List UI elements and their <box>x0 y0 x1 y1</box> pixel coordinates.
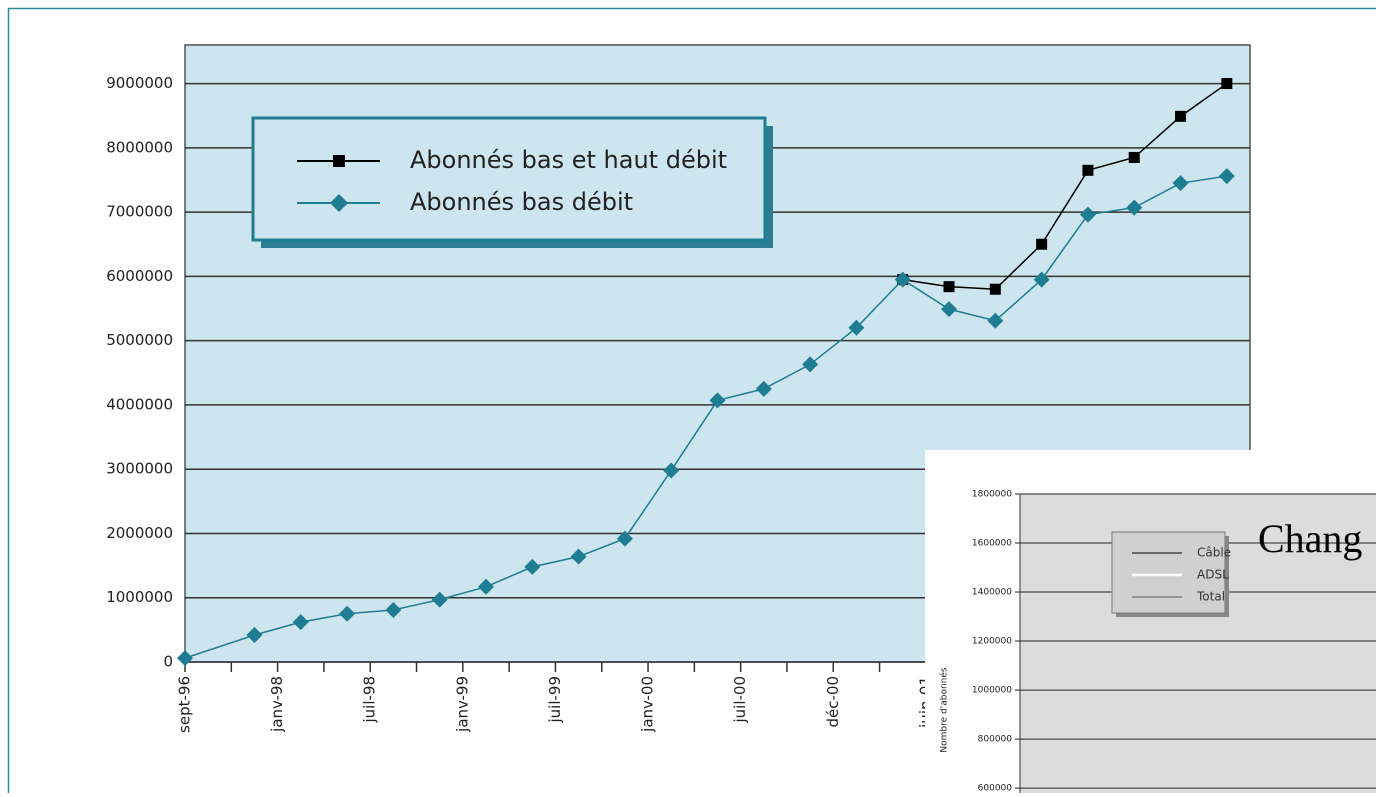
y-tick-label: 6000000 <box>106 267 173 285</box>
y-tick-label: 3000000 <box>106 460 173 478</box>
marker <box>1082 165 1093 176</box>
legend-label: Total <box>1196 590 1225 604</box>
x-tick-label: juil-99 <box>546 676 564 724</box>
legend-label: ADSL <box>1197 568 1229 582</box>
marker <box>990 284 1001 295</box>
y-tick-label: 1400000 <box>972 588 1012 598</box>
legend-label: Abonnés bas débit <box>410 188 633 216</box>
legend-label: Câble <box>1197 546 1231 560</box>
marker <box>1221 78 1232 89</box>
legend-label: Abonnés bas et haut débit <box>410 146 727 174</box>
x-tick-label: janv-98 <box>268 676 286 733</box>
y-tick-label: 8000000 <box>106 138 173 156</box>
y-tick-label: 600000 <box>978 784 1013 793</box>
y-tick-label: 9000000 <box>106 74 173 92</box>
y-tick-label: 2000000 <box>106 524 173 542</box>
marker <box>1175 111 1186 122</box>
y-tick-label: 1000000 <box>106 588 173 606</box>
y-tick-label: 1600000 <box>972 539 1012 549</box>
x-tick-label: juil-98 <box>361 676 379 724</box>
y-tick-label: 1000000 <box>972 686 1012 696</box>
marker <box>944 281 955 292</box>
y-axis-label: Nombre d'abonnés <box>939 667 950 752</box>
x-tick-label: juil-00 <box>731 676 749 724</box>
marker <box>1129 152 1140 163</box>
x-tick-label: janv-00 <box>639 676 657 733</box>
y-tick-label: 1800000 <box>972 490 1012 500</box>
y-tick-label: 5000000 <box>106 331 173 349</box>
y-tick-label: 1200000 <box>972 637 1012 647</box>
y-tick-label: 7000000 <box>106 203 173 221</box>
x-tick-label: déc-00 <box>824 676 842 728</box>
y-tick-label: 800000 <box>978 735 1013 745</box>
legend <box>253 118 765 240</box>
y-tick-label: 0 <box>163 653 173 671</box>
inset-title: Chang <box>1258 516 1362 561</box>
x-tick-label: janv-99 <box>453 676 471 733</box>
y-tick-label: 4000000 <box>106 395 173 413</box>
marker <box>1036 239 1047 250</box>
x-tick-label: sept-96 <box>176 676 194 733</box>
legend-marker <box>333 155 345 167</box>
